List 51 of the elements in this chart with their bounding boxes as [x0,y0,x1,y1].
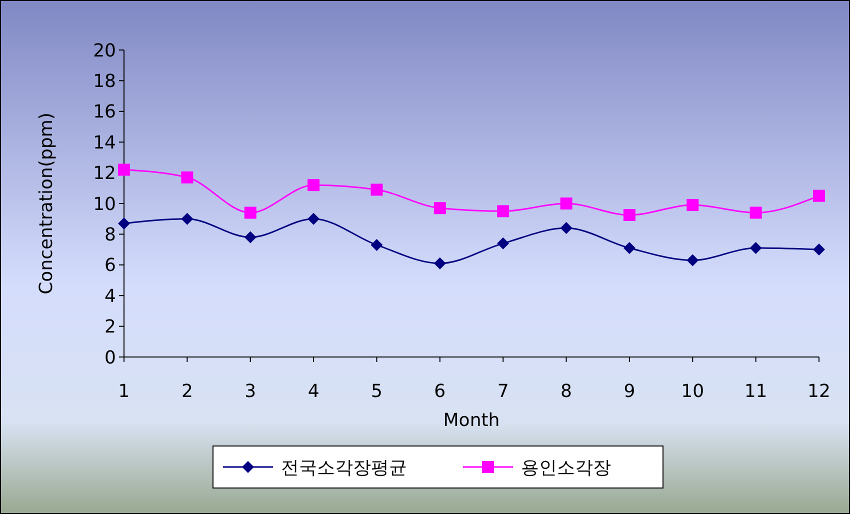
point [750,242,762,254]
x-tick-label: 5 [371,381,382,402]
y-tick-label: 20 [93,40,116,62]
x-tick-label: 2 [181,381,193,402]
point [308,179,320,192]
x-tick-label: 8 [560,381,572,402]
point [560,198,572,210]
y-tick-label: 10 [93,194,116,215]
y-tick-label: 16 [93,102,116,123]
x-tick-label: 4 [308,381,320,402]
y-tick-label: 14 [93,132,116,154]
point [181,171,194,184]
x-tick-label: 3 [244,381,256,402]
y-tick-label: 6 [104,255,116,276]
x-tick-label: 9 [624,381,636,402]
y-axis-title: Concentration(ppm) [36,112,57,294]
x-axis-title: Month [443,410,500,431]
point [434,257,446,270]
point [560,222,572,234]
point [686,254,699,266]
point [308,212,320,225]
y-tick-label: 12 [93,163,116,184]
legend-label: 전국소각장평균 [281,457,407,478]
y-tick-label: 4 [104,286,116,307]
point [118,164,130,176]
x-tick-label: 1 [118,381,130,402]
y-tick-label: 18 [93,71,116,92]
point [181,212,194,225]
point [370,184,383,196]
y-tick-label: 2 [104,316,116,338]
point [370,238,383,251]
x-tick-label: 6 [434,381,446,402]
point [813,190,825,202]
point [813,244,825,256]
point [497,205,510,218]
x-tick-label: 10 [681,381,704,402]
legend-label: 용인소각장 [521,457,611,478]
point [244,231,256,244]
point [686,199,699,212]
point [118,217,130,230]
x-tick-label: 11 [744,381,768,402]
point [750,206,762,219]
point [434,202,446,214]
x-tick-label: 12 [808,381,830,402]
x-tick-label: 7 [497,381,509,402]
y-tick-label: 0 [104,347,116,368]
point [497,237,510,250]
point [623,209,636,222]
point [623,242,636,254]
point [244,206,256,219]
y-tick-label: 8 [104,224,116,246]
